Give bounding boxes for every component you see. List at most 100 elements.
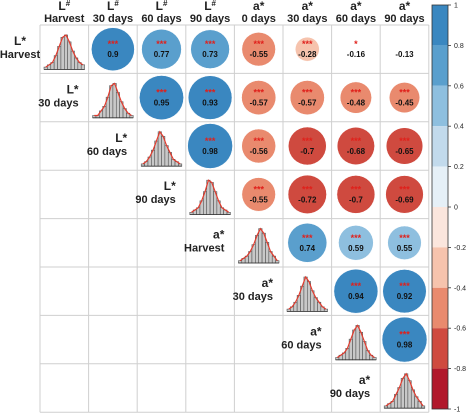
column-header-symbol: L bbox=[107, 0, 114, 13]
correlation-circle bbox=[241, 177, 276, 212]
correlation-value: -0.72 bbox=[298, 195, 317, 204]
correlation-value: 0.98 bbox=[202, 147, 218, 156]
density-line bbox=[239, 227, 278, 262]
significance-stars: *** bbox=[302, 88, 313, 98]
correlation-circle bbox=[381, 316, 428, 363]
colorbar: 1 0.8 0.6 0.4 0.2 0 -0.2 -0.4 -0.6 -0.8 -1 bbox=[431, 3, 466, 414]
correlation-circle bbox=[387, 225, 422, 260]
row-label-title: L* bbox=[14, 34, 26, 48]
correlation-value: -0.28 bbox=[298, 50, 317, 59]
histogram-bar bbox=[80, 64, 85, 70]
column-header-symbol: a* bbox=[399, 0, 411, 13]
column-header-symbol: L bbox=[204, 0, 211, 13]
density-line bbox=[142, 130, 181, 165]
correlation-value: 0.77 bbox=[154, 50, 170, 59]
correlation-value: -0.55 bbox=[250, 50, 269, 59]
row-label-subtitle: 30 days bbox=[233, 291, 273, 303]
colorbar-bin bbox=[432, 5, 448, 46]
row-label-subtitle: 90 days bbox=[330, 388, 370, 400]
significance-stars: *** bbox=[351, 184, 362, 194]
row-label-title: a* bbox=[310, 324, 322, 338]
significance-stars: *** bbox=[351, 281, 362, 291]
significance-stars: *** bbox=[351, 233, 362, 243]
column-header-superscript: # bbox=[66, 0, 71, 8]
correlation-value: 0.9 bbox=[107, 50, 119, 59]
histogram-bar bbox=[64, 34, 68, 70]
correlation-value: -0.57 bbox=[298, 99, 317, 108]
correlation-circle bbox=[91, 27, 135, 71]
correlation-value: 0.59 bbox=[348, 244, 364, 253]
significance-stars: *** bbox=[205, 39, 216, 49]
row-label-title: L* bbox=[67, 82, 79, 96]
colorbar-bin bbox=[432, 126, 448, 167]
significance-stars: *** bbox=[253, 88, 264, 98]
column-header-symbol: L bbox=[156, 0, 163, 13]
correlation-circle bbox=[241, 80, 277, 115]
correlation-circle bbox=[333, 268, 379, 314]
significance-stars: *** bbox=[399, 281, 410, 291]
correlation-cells: ***0.9***0.77***0.73***-0.55***-0.28*-0.… bbox=[91, 27, 428, 363]
correlation-circle bbox=[336, 175, 376, 214]
correlation-value: 0.92 bbox=[397, 292, 413, 301]
correlation-circle bbox=[385, 127, 424, 165]
column-header-symbol: a* bbox=[253, 0, 265, 13]
row-label-title: a* bbox=[213, 228, 225, 242]
histogram-bar bbox=[404, 373, 409, 409]
correlation-value: -0.13 bbox=[395, 50, 414, 59]
correlation-circle bbox=[241, 128, 276, 164]
colorbar-tick-label: 0 bbox=[454, 205, 458, 212]
colorbar-tick-label: 0.6 bbox=[454, 83, 464, 90]
significance-stars: *** bbox=[399, 136, 410, 146]
correlation-value: -0.48 bbox=[347, 99, 366, 108]
colorbar-tick-label: 0.2 bbox=[454, 164, 464, 171]
colorbar-bin bbox=[432, 207, 448, 248]
correlation-circle bbox=[141, 29, 182, 70]
correlation-value: 0.73 bbox=[202, 50, 218, 59]
correlation-circle bbox=[338, 225, 374, 261]
significance-stars: *** bbox=[302, 136, 313, 146]
column-header-title: a* bbox=[302, 0, 314, 13]
row-label-subtitle: 30 days bbox=[38, 97, 78, 109]
histogram-bar bbox=[157, 131, 162, 167]
correlation-circle bbox=[289, 80, 325, 115]
column-header-subtitle: 90 days bbox=[190, 13, 230, 25]
column-header-subtitle: 0 days bbox=[242, 13, 276, 25]
correlation-value: -0.7 bbox=[300, 147, 314, 156]
correlation-value: -0.68 bbox=[347, 147, 366, 156]
significance-stars: *** bbox=[399, 233, 410, 243]
correlation-circle bbox=[295, 36, 320, 62]
colorbar-bin bbox=[432, 45, 448, 86]
histogram-bar bbox=[258, 228, 263, 264]
significance-stars: *** bbox=[253, 39, 264, 49]
colorbar-bin bbox=[432, 368, 448, 409]
column-header-title: L# bbox=[156, 0, 168, 13]
correlation-circle bbox=[382, 269, 427, 314]
correlation-value: 0.74 bbox=[300, 244, 316, 253]
row-label-subtitle: 90 days bbox=[135, 194, 175, 206]
density-line bbox=[191, 179, 230, 213]
row-label-title: a* bbox=[262, 276, 274, 290]
significance-stars: *** bbox=[253, 184, 264, 194]
correlation-value: -0.65 bbox=[395, 147, 414, 156]
column-header-superscript: # bbox=[212, 0, 217, 8]
significance-stars: *** bbox=[302, 233, 313, 243]
colorbar-bin bbox=[432, 247, 448, 288]
correlation-value: -0.16 bbox=[347, 50, 366, 59]
colorbar-tick-label: 0.4 bbox=[454, 124, 464, 131]
colorbar-tick-label: -0.4 bbox=[454, 285, 466, 292]
density-line bbox=[385, 372, 424, 407]
column-header-title: L# bbox=[204, 0, 216, 13]
correlation-circle bbox=[241, 32, 276, 67]
significance-stars: *** bbox=[399, 330, 410, 340]
histogram-bar bbox=[355, 325, 360, 361]
significance-stars: *** bbox=[156, 39, 167, 49]
correlation-value: -0.55 bbox=[250, 195, 269, 204]
colorbar-tick-label: -1 bbox=[454, 407, 460, 414]
significance-stars: *** bbox=[156, 88, 167, 98]
grid-lines bbox=[39, 24, 430, 413]
correlation-circle bbox=[288, 126, 327, 166]
colorbar-bin bbox=[432, 85, 448, 127]
significance-stars: *** bbox=[205, 136, 216, 146]
significance-stars: *** bbox=[351, 88, 362, 98]
column-header-symbol: a* bbox=[350, 0, 362, 13]
